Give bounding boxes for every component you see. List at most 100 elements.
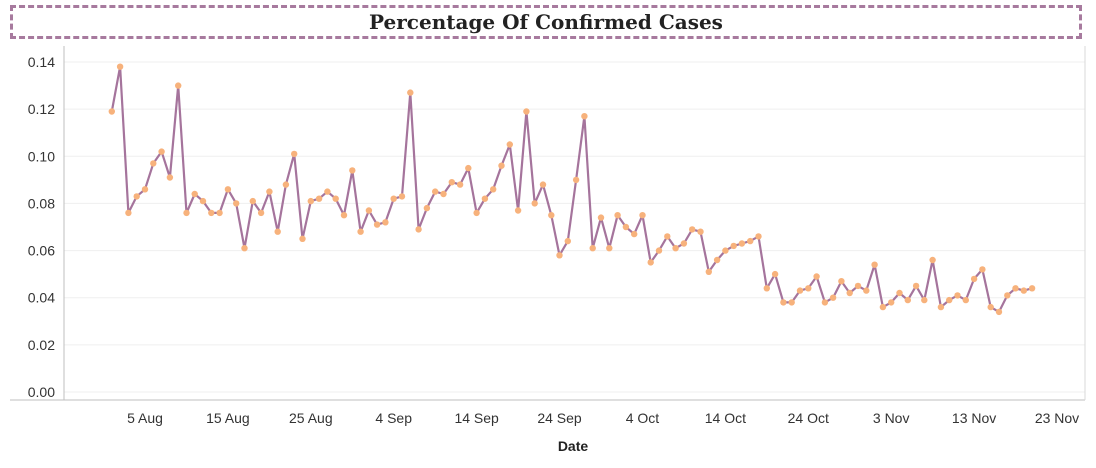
- chart-title: Percentage Of Confirmed Cases: [369, 10, 723, 34]
- data-point: [498, 162, 505, 169]
- data-point: [548, 212, 555, 219]
- y-tick-label: 0.06: [28, 243, 55, 259]
- data-point: [398, 193, 406, 200]
- x-tick-label: 5 Aug: [127, 410, 163, 426]
- data-point: [266, 188, 273, 195]
- x-tick-label: 14 Oct: [705, 410, 746, 426]
- axes: [10, 46, 1086, 401]
- data-point: [1028, 285, 1036, 292]
- data-point: [747, 237, 754, 245]
- data-point: [166, 174, 174, 181]
- data-point: [108, 108, 116, 115]
- data-point: [788, 299, 795, 306]
- data-point: [183, 209, 190, 217]
- data-point: [440, 190, 447, 198]
- data-point: [829, 294, 837, 301]
- data-point: [730, 242, 737, 250]
- data-point: [755, 233, 762, 240]
- data-point: [697, 228, 704, 235]
- data-point: [473, 209, 480, 217]
- series-line: [110, 65, 1033, 313]
- data-point: [315, 195, 323, 202]
- data-point: [382, 219, 389, 226]
- x-tick-label: 25 Aug: [289, 410, 333, 426]
- x-axis-title: Date: [558, 438, 589, 454]
- x-tick-label: 23 Nov: [1035, 410, 1079, 426]
- data-point: [680, 240, 688, 247]
- data-point: [299, 235, 306, 242]
- data-point: [854, 282, 862, 290]
- data-point: [539, 181, 547, 188]
- data-point: [365, 207, 373, 214]
- y-tick-label: 0.04: [28, 290, 55, 306]
- data-point: [631, 230, 638, 238]
- data-point: [921, 296, 928, 304]
- data-point: [257, 209, 265, 217]
- data-point: [606, 245, 613, 252]
- data-point: [954, 292, 961, 299]
- data-point: [216, 209, 223, 217]
- data-point: [937, 303, 945, 311]
- data-point: [705, 268, 712, 275]
- data-point: [514, 207, 522, 214]
- series: [110, 65, 1033, 313]
- data-point: [340, 212, 348, 219]
- data-point: [572, 176, 580, 184]
- data-point: [390, 195, 397, 202]
- y-tick-label: 0.12: [28, 101, 55, 117]
- data-point: [805, 285, 812, 292]
- data-point: [490, 186, 497, 193]
- data-point: [879, 303, 887, 311]
- data-point: [324, 188, 331, 195]
- data-point: [282, 181, 290, 188]
- data-point: [357, 228, 364, 235]
- x-axis-ticks: 5 Aug 15 Aug 25 Aug 4 Sep 14 Sep 24 Sep 4 Oct 1…: [127, 410, 1079, 426]
- data-point: [979, 266, 986, 273]
- y-tick-label: 0.08: [28, 195, 55, 211]
- data-point: [150, 160, 157, 167]
- data-point: [838, 278, 845, 285]
- data-point: [821, 299, 829, 306]
- data-point: [307, 197, 314, 205]
- data-point: [647, 259, 654, 266]
- data-point: [523, 108, 530, 115]
- data-point: [349, 167, 356, 174]
- data-point: [241, 245, 248, 252]
- data-point: [415, 226, 422, 233]
- data-point: [556, 252, 563, 259]
- data-point: [125, 209, 132, 217]
- data-point: [689, 226, 696, 233]
- data-point: [672, 245, 679, 252]
- data-point: [888, 299, 895, 306]
- data-point: [581, 113, 588, 120]
- data-point: [274, 228, 281, 235]
- data-point: [116, 63, 124, 70]
- x-tick-label: 14 Sep: [454, 410, 499, 426]
- data-point: [639, 212, 646, 219]
- data-point: [904, 296, 911, 304]
- data-point: [199, 197, 207, 205]
- x-tick-label: 24 Oct: [788, 410, 829, 426]
- data-point: [373, 221, 381, 228]
- x-tick-label: 15 Aug: [206, 410, 250, 426]
- data-point: [962, 296, 969, 304]
- x-tick-label: 24 Sep: [537, 410, 582, 426]
- data-point: [465, 164, 472, 172]
- data-point: [233, 200, 240, 207]
- data-point: [456, 181, 464, 188]
- x-tick-label: 13 Nov: [952, 410, 996, 426]
- data-point: [1020, 287, 1027, 294]
- data-point: [506, 141, 513, 148]
- data-point: [614, 212, 621, 219]
- x-tick-label: 3 Nov: [873, 410, 910, 426]
- data-point: [432, 188, 439, 195]
- data-point: [664, 233, 671, 240]
- data-point: [249, 197, 256, 205]
- data-point: [564, 237, 571, 245]
- data-point: [291, 150, 298, 158]
- data-point: [158, 148, 165, 155]
- data-point: [208, 209, 215, 217]
- data-point: [589, 245, 596, 252]
- data-point: [987, 303, 994, 311]
